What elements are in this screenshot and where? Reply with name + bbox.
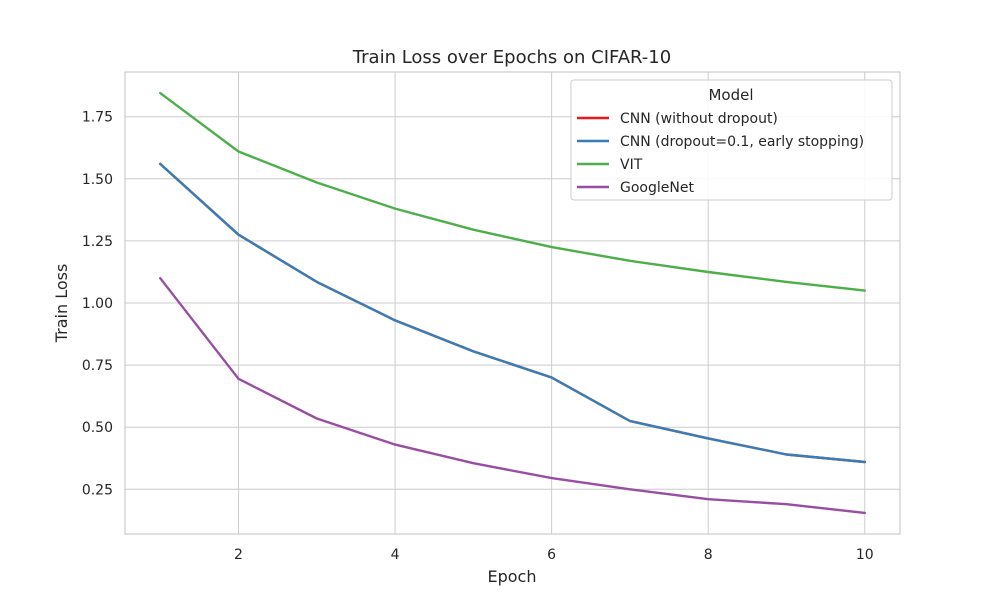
legend-label: CNN (without dropout) <box>620 111 778 127</box>
series-line <box>158 162 866 464</box>
y-tick-label: 0.75 <box>82 358 113 374</box>
x-tick-label: 8 <box>704 547 713 563</box>
series-line <box>158 277 866 515</box>
series-line <box>158 162 866 464</box>
legend-entry: CNN (without dropout) <box>577 111 778 127</box>
y-tick-label: 0.25 <box>82 482 113 498</box>
legend-box <box>570 79 893 201</box>
y-tick-label: 1.75 <box>82 110 113 126</box>
legend-entry: CNN (dropout=0.1, early stopping) <box>577 134 864 150</box>
legend-entries: CNN (without dropout) CNN (dropout=0.1, e… <box>577 111 864 196</box>
x-tick-label: 2 <box>234 547 243 563</box>
legend-label: CNN (dropout=0.1, early stopping) <box>620 134 864 150</box>
legend: Model CNN (without dropout) CNN (dropout=… <box>570 79 893 201</box>
x-tick-label: 10 <box>856 547 874 563</box>
legend-title: Model <box>708 86 753 104</box>
x-tick-label: 6 <box>547 547 556 563</box>
x-axis-label: Epoch <box>488 567 537 586</box>
y-tick-label: 1.00 <box>82 296 113 312</box>
grid-layer <box>125 72 900 534</box>
y-axis-label: Train Loss <box>52 264 71 344</box>
legend-entry: VIT <box>577 157 643 173</box>
plot-frame <box>124 71 901 535</box>
series-line <box>158 91 866 292</box>
legend-label: VIT <box>620 157 643 173</box>
y-tick-label: 1.50 <box>82 172 113 188</box>
y-tick-label: 0.50 <box>82 420 113 436</box>
chart-title: Train Loss over Epochs on CIFAR-10 <box>352 47 671 68</box>
series-layer <box>158 91 866 515</box>
legend-label: GoogleNet <box>620 180 694 196</box>
legend-entry: GoogleNet <box>577 180 694 196</box>
x-tick-label: 4 <box>391 547 400 563</box>
tick-layer: 2 4 6 8 10 0.25 0.50 0.75 1.00 1.25 1.50 1.75 <box>82 110 874 563</box>
y-tick-label: 1.25 <box>82 234 113 250</box>
